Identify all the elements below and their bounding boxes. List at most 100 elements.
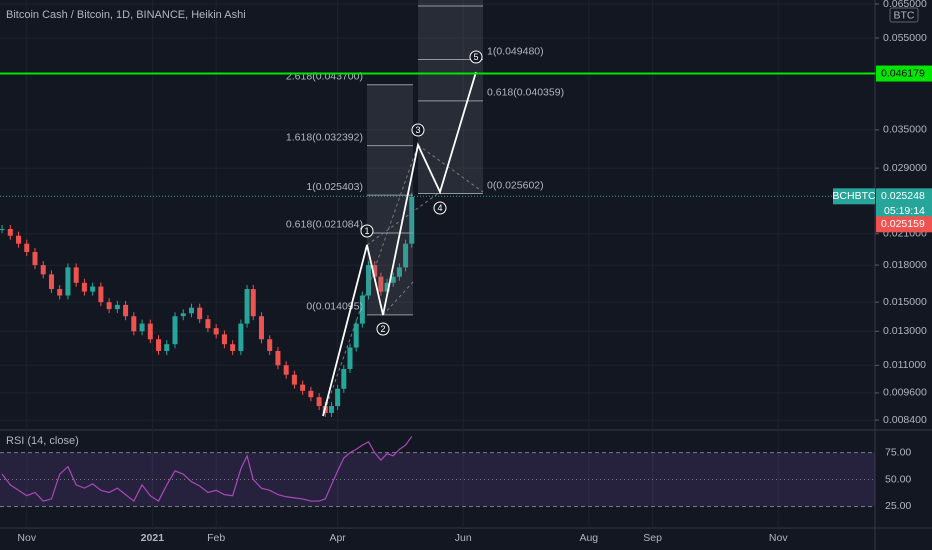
countdown-label: 05:19:14 xyxy=(884,205,925,217)
candle-body xyxy=(221,334,227,345)
candle-body xyxy=(0,228,5,230)
candle-body xyxy=(114,304,120,310)
x-tick-label: Feb xyxy=(207,532,225,544)
x-tick-label: Sep xyxy=(643,532,662,544)
candle-body xyxy=(230,344,236,351)
wave-marker xyxy=(411,123,425,137)
candle-body xyxy=(131,316,137,332)
wave-label: 4 xyxy=(437,203,442,213)
candle-body xyxy=(335,388,341,407)
hline-badge xyxy=(876,65,932,82)
fib-label: 0.618(0.021084) xyxy=(286,219,363,231)
y-tick-label: 0.015000 xyxy=(883,296,927,308)
candle-body xyxy=(372,265,378,277)
fib-label: 2.618(0.043700) xyxy=(286,71,363,83)
candle-body xyxy=(359,295,365,324)
candle-body xyxy=(308,390,314,398)
fib-label: 0(0.025602) xyxy=(487,179,544,191)
wave-label: 3 xyxy=(415,125,420,135)
candle-body xyxy=(390,276,396,283)
candle-body xyxy=(267,339,273,351)
wave-label: 5 xyxy=(473,52,478,62)
rsi-band xyxy=(0,452,875,507)
rsi-tick-label: 25.00 xyxy=(885,500,911,512)
symbol-badge xyxy=(833,188,875,205)
chart-title: Bitcoin Cash / Bitcoin, 1D, BINANCE, Hei… xyxy=(6,9,246,21)
x-tick-label: Apr xyxy=(329,532,346,544)
candle-body xyxy=(205,319,211,329)
y-tick-label: 0.035000 xyxy=(883,124,927,136)
candle-body xyxy=(250,289,256,317)
price-badge xyxy=(876,188,932,221)
fib-label: 1(0.025403) xyxy=(306,181,363,193)
candle-body xyxy=(366,265,372,296)
fib-box xyxy=(418,0,483,194)
candle-body xyxy=(172,316,178,345)
candle-body xyxy=(378,276,384,292)
candle-body xyxy=(156,339,162,351)
x-tick-label: Nov xyxy=(769,532,788,544)
x-tick-label: Jun xyxy=(455,532,472,544)
x-tick-label: Nov xyxy=(17,532,36,544)
candle-body xyxy=(409,196,415,244)
wave-label: 2 xyxy=(380,324,385,334)
rsi-tick-label: 75.00 xyxy=(885,446,911,458)
wave-marker xyxy=(360,224,374,238)
rsi-title: RSI (14, close) xyxy=(6,435,79,447)
y-tick-label: 0.008400 xyxy=(883,414,927,426)
candle-body xyxy=(106,302,112,310)
candle-body xyxy=(180,313,186,317)
fib-label: 0(0.014095) xyxy=(306,301,363,313)
candle-body xyxy=(24,243,30,252)
hline-label: 0.046179 xyxy=(881,67,925,79)
y-tick-label: 0.065000 xyxy=(883,0,927,10)
candle-body xyxy=(275,350,281,366)
main-pane xyxy=(0,0,875,528)
candle-body xyxy=(40,265,46,275)
currency-badge xyxy=(889,7,919,23)
rsi-line xyxy=(1,436,413,502)
candle-body xyxy=(283,365,289,375)
candle-body xyxy=(396,267,402,277)
candle-body xyxy=(403,243,409,268)
bid-label: 0.025159 xyxy=(881,218,925,230)
y-tick-label: 0.009600 xyxy=(883,387,927,399)
rsi-tick-label: 50.00 xyxy=(885,473,911,485)
wave-line xyxy=(322,71,477,417)
candle-body xyxy=(188,307,194,314)
candle-body xyxy=(123,304,129,317)
fib-label: 0.618(0.040359) xyxy=(487,87,564,99)
wave-label: 1 xyxy=(364,226,369,236)
wave-marker xyxy=(376,322,390,336)
y-tick-label: 0.013000 xyxy=(883,325,927,337)
candle-body xyxy=(81,282,87,292)
candle-body xyxy=(341,368,347,389)
y-tick-label: 0.011000 xyxy=(883,359,926,371)
wave-marker xyxy=(469,50,483,64)
symbol-label: BCHBTC xyxy=(832,190,876,202)
candle-body xyxy=(139,323,145,332)
candle-body xyxy=(197,307,203,320)
candle-body xyxy=(65,267,71,296)
candle-body xyxy=(258,316,264,340)
candle-body xyxy=(244,289,250,324)
y-tick-label: 0.029000 xyxy=(883,162,927,174)
candle-body xyxy=(384,282,390,292)
candle-body xyxy=(347,347,353,369)
fib-label: 1(0.049480) xyxy=(487,45,544,57)
candle-body xyxy=(316,397,322,407)
candle-body xyxy=(32,251,38,266)
candle-body xyxy=(57,289,63,296)
candle-body xyxy=(328,406,334,413)
candle-body xyxy=(16,235,22,244)
currency-label: BTC xyxy=(894,9,915,21)
x-tick-label: Aug xyxy=(579,532,598,544)
candle-body xyxy=(238,323,244,351)
candle-body xyxy=(147,323,153,340)
bid-badge xyxy=(876,216,932,233)
candle-body xyxy=(353,323,359,348)
wave-marker xyxy=(433,201,447,215)
candle-body xyxy=(98,286,104,303)
